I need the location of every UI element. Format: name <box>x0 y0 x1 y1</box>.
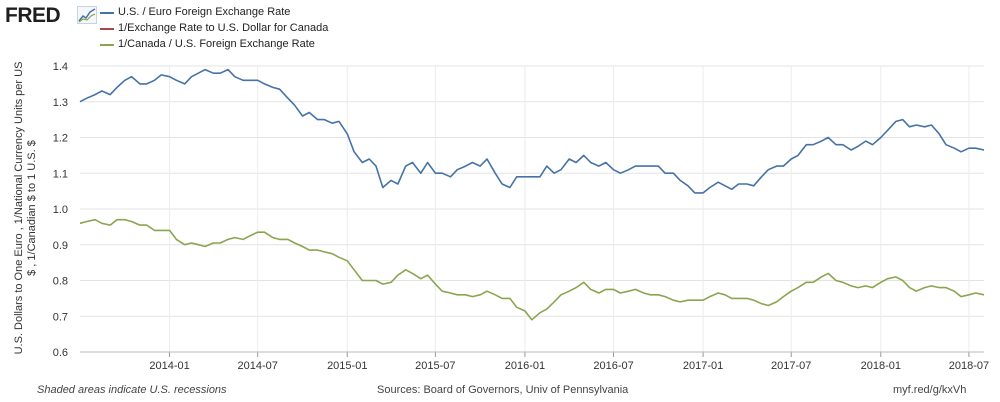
y-tick-label: 1.4 <box>53 61 68 73</box>
x-tick-label: 2015-01 <box>327 360 367 372</box>
legend-swatch <box>100 12 114 14</box>
series-line-0 <box>79 68 985 194</box>
short-url-link[interactable]: myf.red/g/kxVh <box>893 384 967 396</box>
x-tick-label: 2016-01 <box>505 360 545 372</box>
y-axis-label-line: $ , 1/Canadian $ to 1 U.S. $ <box>26 140 38 276</box>
x-tick-label: 2016-07 <box>593 360 633 372</box>
y-tick-label: 0.6 <box>53 347 68 359</box>
legend-swatch <box>100 28 114 30</box>
x-gridlines <box>80 66 984 357</box>
x-tick-label: 2018-07 <box>949 360 989 372</box>
y-tick-label: 1.2 <box>53 133 68 145</box>
x-axis-ticks: 2014-01 2014-07 2015-01 2015-07 2016-01 2016-… <box>149 360 989 372</box>
series-layer <box>79 68 985 321</box>
legend-label: 1/Canada / U.S. Foreign Exchange Rate <box>118 38 315 50</box>
legend-label: 1/Exchange Rate to U.S. Dollar for Canad… <box>118 22 329 34</box>
y-tick-label: 1.1 <box>53 168 68 180</box>
series-line-2 <box>79 218 985 321</box>
legend-label: U.S. / Euro Foreign Exchange Rate <box>118 6 291 18</box>
y-tick-label: 1.0 <box>53 204 68 216</box>
fred-logo[interactable]: FRED <box>5 4 61 27</box>
y-axis-ticks: 0.6 0.7 0.8 0.9 1.0 1.1 1.2 1.3 1.4 <box>53 61 68 359</box>
x-tick-label: 2014-07 <box>237 360 277 372</box>
recession-note: Shaded areas indicate U.S. recessions <box>37 384 227 396</box>
x-tick-label: 2018-01 <box>861 360 901 372</box>
x-tick-label: 2015-07 <box>415 360 455 372</box>
fred-logo-graph-icon <box>77 6 97 24</box>
sources-note: Sources: Board of Governors, Univ of Pen… <box>377 384 629 396</box>
chart-header: FRED U.S. / Euro Foreign Exchange Rate 1/… <box>0 0 1000 60</box>
legend-swatch <box>100 44 114 46</box>
x-tick-label: 2017-01 <box>683 360 723 372</box>
y-axis-label-line: U.S. Dollars to One Euro , 1/National Cu… <box>13 62 25 355</box>
x-tick-label: 2014-01 <box>149 360 189 372</box>
y-tick-label: 1.3 <box>53 97 68 109</box>
y-tick-label: 0.7 <box>53 311 68 323</box>
chart-plot: 0.60.70.80.91.01.11.21.31.4 2014-01 2014-… <box>13 61 989 372</box>
x-tick-label: 2017-07 <box>771 360 811 372</box>
y-axis-label: U.S. Dollars to One Euro , 1/National Cu… <box>13 62 38 355</box>
y-tick-label: 0.8 <box>53 276 68 288</box>
y-tick-label: 0.9 <box>53 240 68 252</box>
